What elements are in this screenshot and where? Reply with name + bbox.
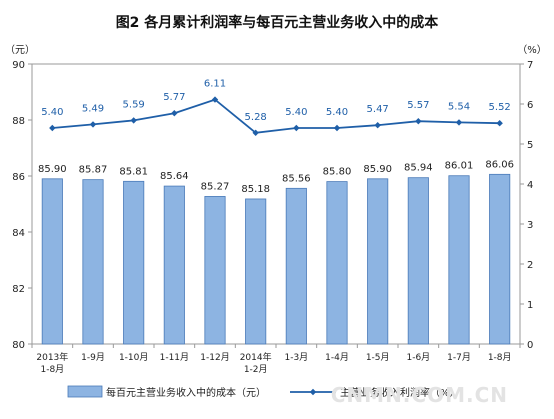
watermark: CNMN.COM.CN bbox=[330, 383, 508, 407]
y-left-tick-label: 90 bbox=[12, 60, 25, 71]
bar bbox=[407, 177, 429, 345]
line-value-label: 5.77 bbox=[163, 92, 185, 103]
bar bbox=[82, 179, 104, 345]
line-point bbox=[374, 122, 381, 129]
bar bbox=[367, 178, 389, 345]
bar-value-label: 86.01 bbox=[445, 161, 474, 172]
line-point bbox=[455, 119, 463, 126]
x-tick-label: 1-12月 bbox=[200, 352, 229, 363]
bar bbox=[448, 175, 470, 345]
x-tick-label: 1-9月 bbox=[81, 352, 105, 363]
line-value-label: 5.57 bbox=[407, 100, 429, 111]
line-point bbox=[49, 124, 56, 132]
line-point bbox=[333, 124, 341, 132]
y-right-unit-label: （%） bbox=[517, 44, 547, 56]
line-point bbox=[89, 121, 97, 128]
bar-value-label: 85.18 bbox=[241, 184, 270, 195]
bar bbox=[285, 187, 307, 345]
line-value-label: 5.49 bbox=[82, 103, 104, 114]
line-series bbox=[52, 98, 500, 134]
x-tick-label: 1-5月 bbox=[366, 352, 390, 363]
y-right-tick-label: 6 bbox=[527, 100, 533, 111]
bar-value-label: 85.27 bbox=[201, 181, 230, 192]
y-left-unit-label: （元） bbox=[5, 44, 35, 56]
bar bbox=[41, 178, 63, 345]
line-point bbox=[415, 118, 422, 125]
legend-bar-label: 每百元主营业务收入中的成本（元） bbox=[106, 386, 266, 399]
line-value-label: 5.52 bbox=[489, 102, 511, 113]
legend-bar-swatch bbox=[67, 385, 103, 398]
chart-title: 图2 各月累计利润率与每百元主营业务收入中的成本 bbox=[115, 15, 439, 31]
line-point bbox=[211, 96, 219, 103]
bar-value-label: 85.81 bbox=[119, 166, 148, 177]
y-left-tick-label: 84 bbox=[12, 228, 25, 239]
line-value-label: 5.59 bbox=[123, 99, 145, 110]
bar-value-label: 85.64 bbox=[160, 171, 189, 182]
bar bbox=[326, 181, 348, 345]
x-tick-label: 1-8月 bbox=[488, 352, 512, 363]
line-value-label: 5.40 bbox=[285, 107, 307, 118]
y-right-tick-label: 3 bbox=[527, 220, 533, 231]
line-point bbox=[252, 129, 259, 136]
y-right-tick-label: 5 bbox=[527, 140, 533, 151]
line-point bbox=[293, 124, 300, 132]
y-left-tick-label: 88 bbox=[12, 116, 25, 127]
line-point bbox=[496, 120, 503, 127]
y-right-tick-label: 0 bbox=[527, 340, 533, 351]
bar-value-label: 85.90 bbox=[363, 164, 392, 175]
line-value-label: 5.40 bbox=[326, 107, 348, 118]
x-tick-label: 1-4月 bbox=[325, 352, 349, 363]
line-point bbox=[130, 117, 137, 124]
x-tick-label: 1-6月 bbox=[406, 352, 430, 363]
bar-value-label: 86.06 bbox=[485, 159, 514, 170]
bar bbox=[489, 173, 511, 345]
bar bbox=[204, 196, 226, 345]
line-value-label: 6.11 bbox=[204, 79, 226, 90]
bar bbox=[163, 185, 185, 345]
bar bbox=[245, 198, 267, 345]
y-right-tick-label: 7 bbox=[527, 60, 533, 71]
bar-value-label: 85.94 bbox=[404, 163, 433, 174]
x-tick-label: 1-3月 bbox=[284, 352, 308, 363]
y-right-tick-label: 2 bbox=[527, 260, 533, 271]
x-tick-label: 1-11月 bbox=[160, 352, 189, 363]
bar-value-label: 85.87 bbox=[79, 165, 108, 176]
bar-value-label: 85.80 bbox=[323, 167, 352, 178]
bar-value-label: 85.56 bbox=[282, 173, 311, 184]
line-point bbox=[171, 110, 178, 117]
bar-value-label: 85.90 bbox=[38, 164, 67, 175]
y-left-tick-label: 80 bbox=[12, 340, 25, 351]
plot-frame bbox=[31, 63, 521, 345]
x-tick-label: 1-10月 bbox=[119, 352, 148, 363]
line-value-label: 5.28 bbox=[245, 112, 267, 123]
x-tick-label: 1-7月 bbox=[447, 352, 471, 363]
legend-line-label: 主营业务收入利润率（%） bbox=[340, 386, 460, 399]
x-tick-label: 2014年 1-2月 bbox=[240, 351, 272, 375]
y-right-tick-label: 1 bbox=[527, 300, 533, 311]
y-right-tick-label: 4 bbox=[527, 180, 533, 191]
bar bbox=[123, 180, 145, 345]
line-value-label: 5.54 bbox=[448, 101, 470, 112]
line-value-label: 5.40 bbox=[41, 107, 63, 118]
x-tick-label: 2013年 1-8月 bbox=[36, 351, 68, 375]
y-left-tick-label: 86 bbox=[12, 172, 25, 183]
y-left-tick-label: 82 bbox=[12, 284, 25, 295]
line-value-label: 5.47 bbox=[367, 104, 389, 115]
legend-line-marker bbox=[309, 388, 317, 396]
